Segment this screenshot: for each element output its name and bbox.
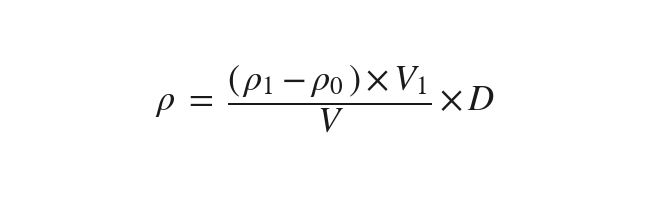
Text: $\rho \ = \ \dfrac{(\,\rho_1 - \rho_0\,) \times V_1}{V} \times D$: $\rho \ = \ \dfrac{(\,\rho_1 - \rho_0\,)… <box>155 63 495 134</box>
